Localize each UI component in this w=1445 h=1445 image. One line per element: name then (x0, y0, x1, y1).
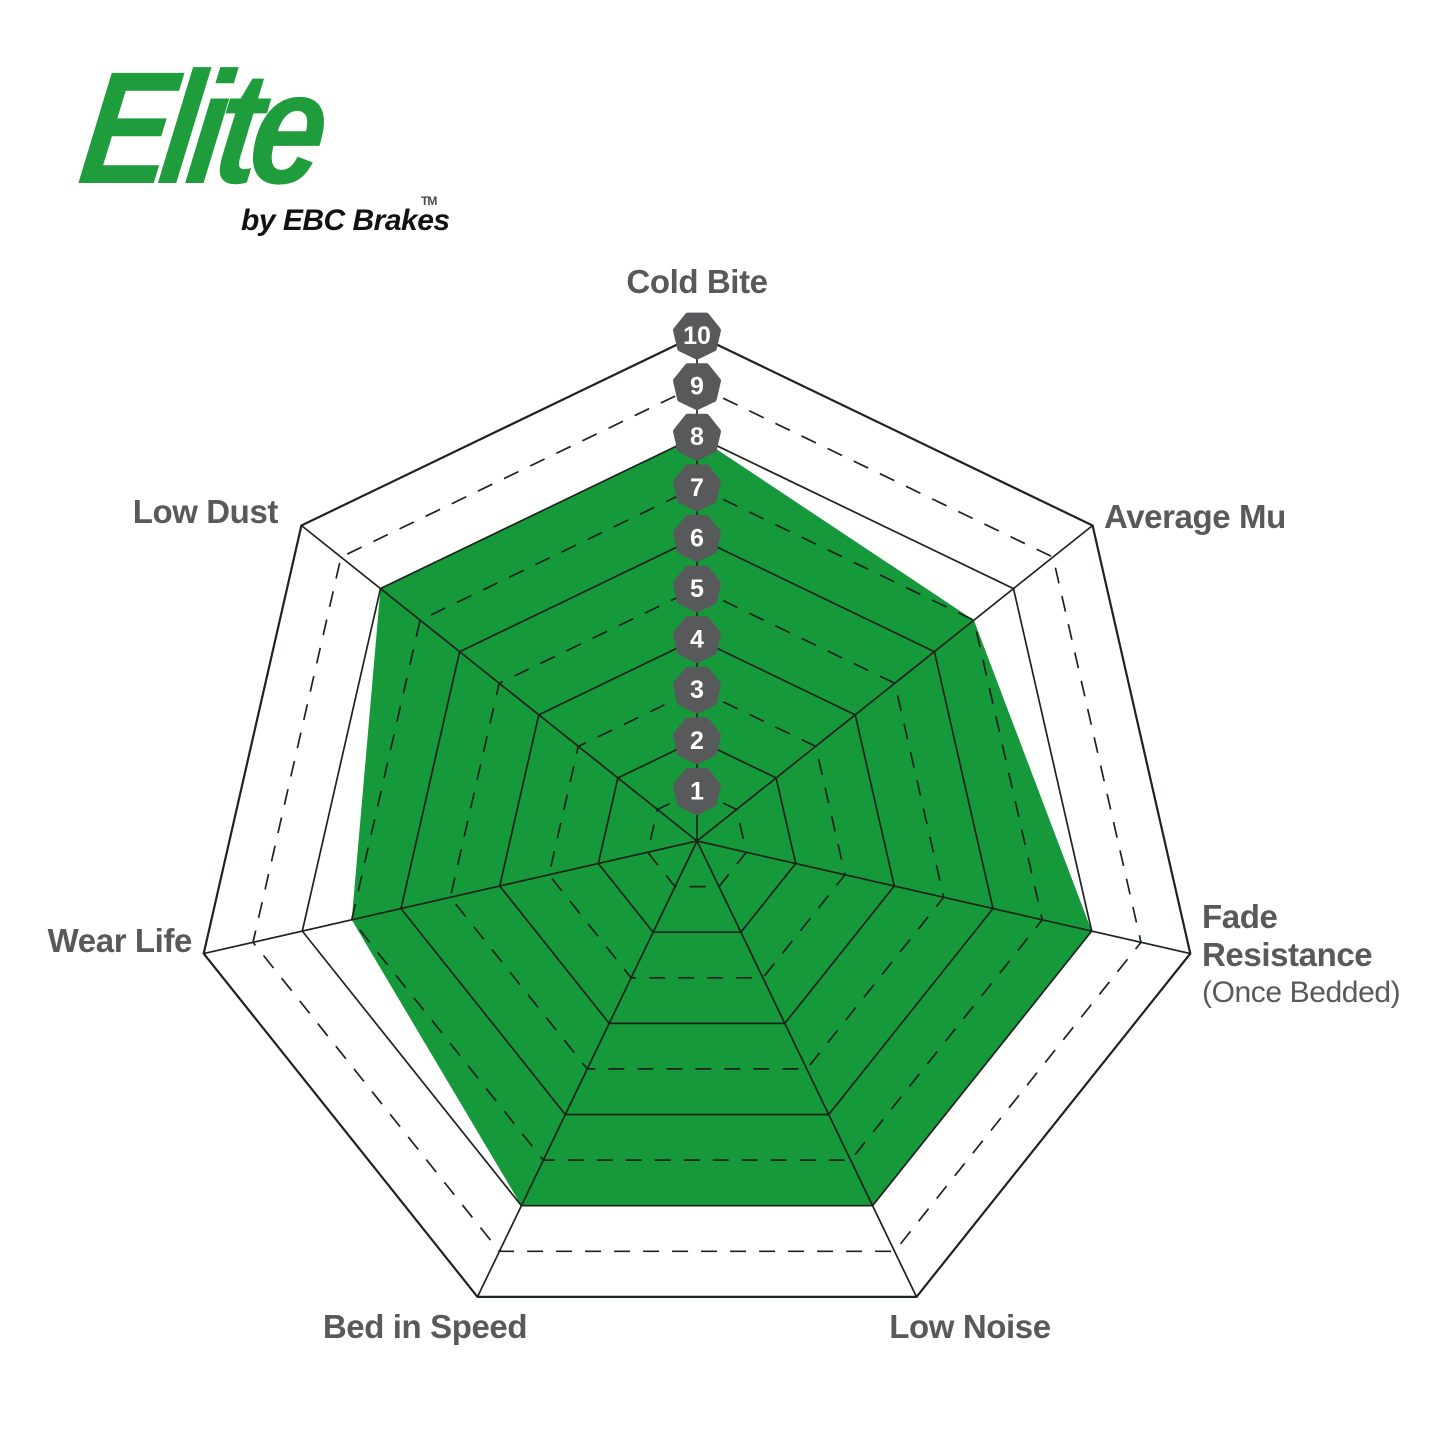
scale-badge-label-9: 9 (690, 373, 704, 401)
axis-label-fade-resistance: Fade Resistance (Once Bedded) (1202, 898, 1401, 1012)
axis-label-low-noise: Low Noise (889, 1308, 1051, 1345)
axis-label-fade-line1: Fade (1202, 898, 1278, 935)
axis-label-bed-in-speed: Bed in Speed (322, 1308, 528, 1345)
brand-byline: by EBC Brakes (241, 204, 450, 237)
axis-label-cold-bite: Cold Bite (626, 263, 768, 300)
scale-badge-2 (673, 717, 721, 765)
radar-ring-3 (548, 688, 846, 979)
radar-spoke-4 (476, 840, 698, 1298)
radar-spoke-6 (300, 524, 698, 842)
scale-badge-6 (673, 515, 721, 562)
radar-spoke-2 (696, 840, 1191, 955)
scale-badge-8 (673, 413, 721, 461)
radar-spoke-1 (696, 524, 1094, 842)
scale-badge-10 (673, 312, 721, 360)
radar-ring-7 (350, 485, 1044, 1161)
radar-ring-9 (252, 384, 1142, 1253)
scale-badge-label-7: 7 (690, 474, 704, 502)
scale-badge-label-8: 8 (690, 423, 704, 451)
scale-badge-label-5: 5 (690, 575, 704, 603)
radar-ring-6 (400, 536, 994, 1116)
radar-ring-4 (498, 637, 896, 1025)
scale-badge-label-2: 2 (690, 727, 704, 755)
radar-ring-8 (301, 435, 1093, 1207)
radar-ring-1 (646, 789, 748, 888)
axis-label-low-dust: Low Dust (132, 493, 279, 530)
radar-spoke-3 (696, 840, 918, 1298)
scale-badge-label-1: 1 (690, 777, 704, 805)
radar-spoke-5 (203, 840, 698, 955)
axis-label-fade-line2: Resistance (1202, 936, 1373, 973)
scale-badge-label-6: 6 (690, 524, 704, 552)
scale-badge-1 (673, 768, 721, 815)
trademark-icon: TM (421, 194, 437, 208)
axis-label-average-mu: Average Mu (1104, 498, 1286, 535)
scale-badge-label-4: 4 (690, 626, 704, 654)
scale-badge-label-10: 10 (683, 322, 711, 350)
scale-badge-label-3: 3 (690, 676, 704, 704)
axis-label-wear-life: Wear Life (47, 922, 193, 959)
scale-badge-4 (673, 616, 721, 664)
brand-logo: Elite TM by EBC Brakes (71, 38, 450, 240)
radar-ring-2 (597, 738, 797, 934)
radar-ring-5 (449, 587, 945, 1070)
scale-badge-3 (673, 666, 721, 714)
scale-badge-7 (673, 464, 721, 512)
scale-badge-5 (673, 565, 721, 613)
radar-ring-10 (202, 333, 1192, 1299)
axis-label-fade-sublabel: (Once Bedded) (1202, 976, 1401, 1009)
scale-badge-9 (673, 363, 721, 411)
